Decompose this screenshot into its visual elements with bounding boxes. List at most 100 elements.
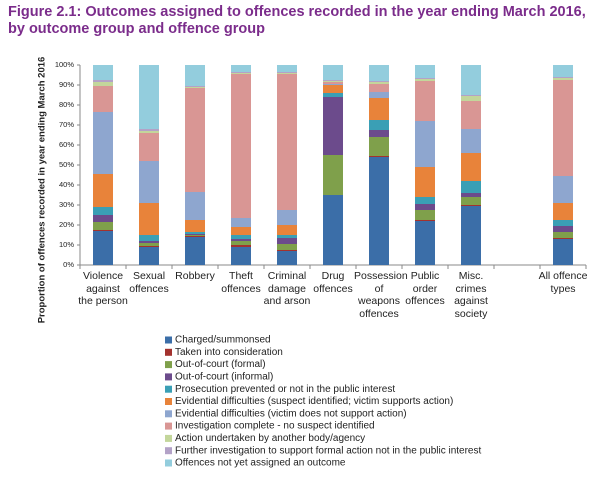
bar-segment (185, 87, 205, 88)
bar-segment (553, 77, 573, 78)
bar-segment (231, 241, 251, 245)
bar-segment (139, 241, 159, 243)
bar-segment (185, 236, 205, 237)
bar-segment (277, 210, 297, 225)
bar-segment (415, 204, 435, 210)
bar-segment (369, 82, 389, 84)
bar-segment (231, 239, 251, 241)
bar-segment (139, 65, 159, 129)
bar-segment (553, 176, 573, 203)
bar-segment (93, 82, 113, 86)
legend-label: Prosecution prevented or not in the publ… (175, 384, 395, 395)
y-tick-label: 50% (59, 160, 74, 169)
bar-segment (139, 247, 159, 265)
bar-segment (553, 80, 573, 176)
bar-segment (415, 197, 435, 204)
y-tick-label: 90% (59, 80, 74, 89)
bar-segment (185, 86, 205, 87)
bar-segment (139, 243, 159, 246)
bar-segment (277, 225, 297, 235)
bar-segment (369, 92, 389, 98)
bar-segment (369, 98, 389, 120)
bar-segment (415, 167, 435, 197)
legend-label: Out-of-court (formal) (175, 359, 266, 370)
bar-segment (277, 238, 297, 244)
bar-segment (323, 97, 343, 155)
bar-segment (553, 232, 573, 238)
x-tick-label: All offence types (538, 270, 588, 295)
bar-segment (369, 65, 389, 81)
bar-segment (231, 247, 251, 265)
bar-segment (139, 235, 159, 241)
bar-segment (553, 226, 573, 232)
bar-segment (553, 220, 573, 226)
bar-segment (93, 65, 113, 80)
bar-segment (323, 81, 343, 82)
y-tick-label: 20% (59, 220, 74, 229)
bar-segment (231, 245, 251, 247)
legend-label: Evidential difficulties (suspect identif… (175, 396, 453, 407)
bar-segment (231, 218, 251, 227)
bar-segment (415, 121, 435, 167)
legend-label: Offences not yet assigned an outcome (175, 458, 346, 469)
legend-swatch (165, 398, 172, 405)
x-tick-label: Violence against the person (78, 270, 128, 307)
legend-swatch (165, 447, 172, 455)
bar-segment (369, 130, 389, 137)
legend-swatch (165, 361, 172, 369)
legend-swatch (165, 410, 172, 418)
bar-segment (277, 74, 297, 210)
bar-segment (415, 79, 435, 81)
y-tick-label: 80% (59, 100, 74, 109)
bar-segment (323, 84, 343, 85)
bar-segment (369, 84, 389, 92)
bar-segment (369, 120, 389, 130)
bar-segment (139, 131, 159, 133)
legend-label: Further investigation to support formal … (175, 445, 481, 456)
bar-segment (461, 65, 481, 95)
bar-segment (277, 72, 297, 73)
bar-segment (231, 74, 251, 218)
bar-segment (461, 206, 481, 265)
y-tick-label: 10% (59, 240, 74, 249)
bar-segment (461, 101, 481, 129)
x-tick-label: Theft offences (221, 270, 261, 295)
legend-label: Taken into consideration (175, 347, 283, 358)
legend-swatch (165, 385, 172, 393)
bar-segment (231, 72, 251, 73)
y-tick-label: 0% (63, 260, 74, 269)
bar-segment (185, 220, 205, 232)
x-tick-label: Possession of weapons offences (354, 270, 408, 320)
bar-segment (553, 65, 573, 77)
bar-segment (369, 156, 389, 157)
x-tick-label: Public order offences (405, 270, 445, 307)
y-tick-label: 30% (59, 200, 74, 209)
bar-segment (415, 78, 435, 79)
y-tick-label: 40% (59, 180, 74, 189)
x-tick-label: Criminal damage and arson (263, 270, 311, 307)
bar-segment (461, 153, 481, 181)
bar-segment (323, 65, 343, 80)
bar-segment (185, 235, 205, 236)
bar-segment (323, 82, 343, 84)
bar-segment (231, 235, 251, 239)
bar-segment (93, 86, 113, 112)
bar-segment (415, 210, 435, 220)
bar-segment (461, 205, 481, 206)
bar-segment (139, 203, 159, 235)
bar-segment (553, 238, 573, 239)
x-tick-label: Sexual offences (129, 270, 169, 295)
bar-segment (323, 155, 343, 195)
bar-segment (93, 207, 113, 215)
legend-label: Evidential difficulties (victim does not… (175, 408, 407, 419)
bar-segment (231, 65, 251, 72)
bar-segment (415, 81, 435, 121)
bar-segment (231, 227, 251, 235)
bar-segment (461, 197, 481, 205)
bar-segment (277, 235, 297, 238)
legend-swatch (165, 336, 172, 344)
bar-segment (231, 73, 251, 74)
bar-segment (277, 244, 297, 250)
bar-segment (461, 129, 481, 153)
